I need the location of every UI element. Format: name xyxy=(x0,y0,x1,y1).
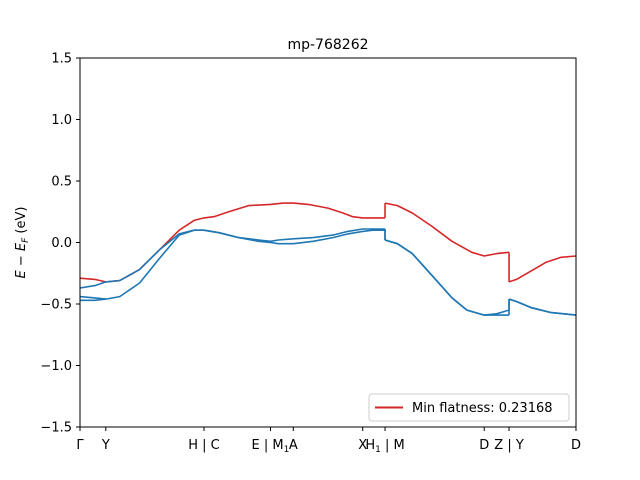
legend-label: Min flatness: 0.23168 xyxy=(412,401,553,416)
y-tick-label: 1.5 xyxy=(51,52,72,67)
series-lines xyxy=(79,202,577,316)
band-1-segment-3 xyxy=(508,255,577,283)
x-tick-label: Z | Y xyxy=(494,438,524,453)
y-axis-label-unit: (eV) xyxy=(14,207,29,238)
band-1-segment-2 xyxy=(384,202,510,257)
band-3-segment-1 xyxy=(79,229,385,300)
x-tick-label: Y xyxy=(101,438,110,453)
legend-box xyxy=(368,393,570,422)
y-tick-label: −1.5 xyxy=(40,421,72,436)
x-tick-label: D xyxy=(571,438,581,453)
y-tick-label: 0.0 xyxy=(51,236,72,251)
x-tick-label: H | C xyxy=(188,438,220,453)
y-tick-label: −0.5 xyxy=(40,298,72,313)
band-3-segment-2 xyxy=(384,239,509,316)
x-tick-label: D xyxy=(479,438,489,453)
y-tick-label: 0.5 xyxy=(51,175,72,190)
x-tick-label-sub: 1 xyxy=(375,445,381,455)
legend: Min flatness: 0.23168 xyxy=(368,393,570,422)
chart-title: mp-768262 xyxy=(287,37,368,53)
x-tick-label: X xyxy=(358,438,367,453)
x-tick-label-tail: | M xyxy=(381,438,405,453)
x-tick-label: E | M1 xyxy=(252,438,290,455)
y-axis-ticks: −1.5 −1.0 −0.5 0.0 0.5 1.0 1.5 xyxy=(40,52,80,436)
y-axis-label-main: E − E xyxy=(14,242,29,278)
y-tick-label: 1.0 xyxy=(51,113,72,128)
band-3-segment-3 xyxy=(508,298,577,316)
x-tick-label-sub: 1 xyxy=(284,445,290,455)
y-tick-label: −1.0 xyxy=(40,359,72,374)
x-tick-label: Γ xyxy=(76,438,84,453)
y-axis-label: E − EF (eV) xyxy=(14,207,31,279)
x-tick-label: A xyxy=(289,438,298,453)
x-tick-label-main: H xyxy=(365,438,375,453)
x-tick-label: H1 | M xyxy=(365,438,404,455)
band-4-segment-1 xyxy=(80,298,106,302)
x-tick-label-main: E | M xyxy=(252,438,284,453)
y-axis-label-sub: F xyxy=(21,237,31,243)
